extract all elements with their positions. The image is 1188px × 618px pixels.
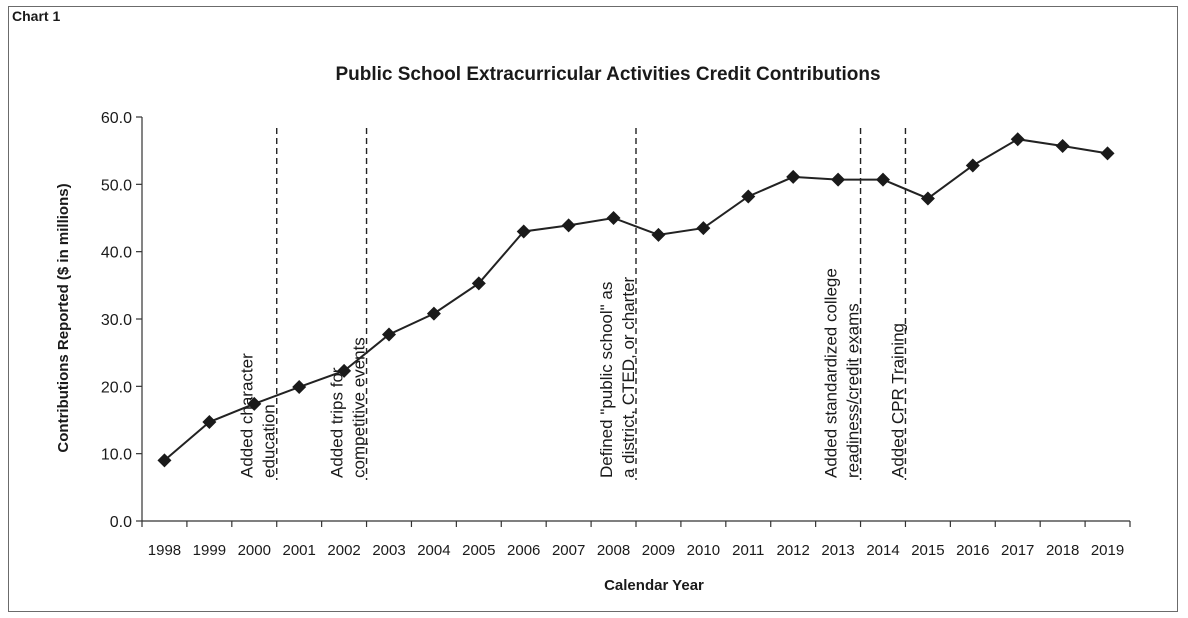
- data-point: [920, 191, 935, 206]
- x-tick-label: 2005: [462, 542, 495, 559]
- data-point: [831, 172, 846, 187]
- x-tick-label: 2015: [911, 542, 944, 559]
- x-tick-label: 2017: [1001, 542, 1034, 559]
- x-tick-label: 2002: [327, 542, 360, 559]
- x-tick-label: 2016: [956, 542, 989, 559]
- y-tick-label: 50.0: [101, 177, 132, 194]
- x-tick-label: 2014: [866, 542, 899, 559]
- annotation-text: Added character: [238, 353, 257, 478]
- x-tick-label: 2008: [597, 542, 630, 559]
- x-tick-label: 2013: [821, 542, 854, 559]
- y-tick-label: 10.0: [101, 447, 132, 464]
- series-path: [163, 138, 1108, 462]
- y-tick-label: 40.0: [101, 245, 132, 262]
- chart-title: Public School Extracurricular Activities…: [335, 64, 880, 85]
- annotation-text: Added trips for: [328, 367, 347, 478]
- x-tick-label: 2004: [417, 542, 450, 559]
- x-tick-label: 2003: [372, 542, 405, 559]
- annotation-text: Added standardized college: [822, 268, 841, 478]
- series-line: [157, 132, 1115, 468]
- data-point: [1010, 132, 1025, 147]
- x-tick-label: 2007: [552, 542, 585, 559]
- chart-number-label: Chart 1: [12, 8, 61, 24]
- y-axis-label: Contributions Reported ($ in millions): [55, 183, 72, 452]
- x-tick-label: 2001: [282, 542, 315, 559]
- x-tick-label: 2000: [238, 542, 271, 559]
- data-point: [426, 306, 441, 321]
- data-point: [1055, 138, 1070, 153]
- annotation-text: a district, CTED, or charter: [619, 276, 638, 478]
- x-tick-label: 2019: [1091, 542, 1124, 559]
- chart-frame: [8, 6, 1178, 612]
- data-point: [876, 172, 890, 187]
- y-tick-label: 0.0: [110, 514, 132, 531]
- data-point: [202, 415, 217, 430]
- x-tick-label: 1999: [193, 542, 226, 559]
- x-axis-label: Calendar Year: [604, 577, 704, 594]
- x-tick-label: 2012: [776, 542, 809, 559]
- x-tick-label: 2009: [642, 542, 675, 559]
- data-point: [247, 396, 262, 411]
- data-point: [606, 211, 621, 225]
- data-point: [561, 218, 576, 233]
- x-tick-label: 2010: [687, 542, 720, 559]
- y-tick-label: 20.0: [101, 379, 132, 396]
- data-point: [292, 380, 307, 395]
- annotation-text: Defined "public school" as: [597, 282, 616, 478]
- annotation-text: readiness/credit exams: [844, 303, 863, 478]
- annotations: Added character education Added trips for c…: [238, 128, 907, 480]
- data-point: [786, 169, 801, 184]
- axes: 0.0 10.0 20.0 30.0 40.0 50.0 60.0 1998 1999 2000 2…: [101, 110, 1131, 559]
- data-point: [1100, 146, 1115, 161]
- data-point: [382, 327, 396, 342]
- x-tick-label: 1998: [148, 542, 181, 559]
- data-point: [696, 221, 711, 236]
- x-tick-label: 2006: [507, 542, 540, 559]
- x-tick-label: 2018: [1046, 542, 1079, 559]
- data-point: [516, 224, 531, 239]
- annotation-text: competitive events: [350, 337, 369, 478]
- data-point: [651, 227, 666, 242]
- y-tick-label: 60.0: [101, 110, 132, 127]
- x-tick-label: 2011: [732, 542, 764, 559]
- data-point: [965, 158, 980, 173]
- annotation-text: education: [260, 404, 279, 478]
- y-tick-label: 30.0: [101, 312, 132, 329]
- data-point: [471, 276, 486, 291]
- data-point: [741, 189, 756, 204]
- annotation-text: Added CPR Training: [888, 323, 907, 478]
- data-point: [157, 453, 172, 468]
- data-point: [337, 363, 352, 378]
